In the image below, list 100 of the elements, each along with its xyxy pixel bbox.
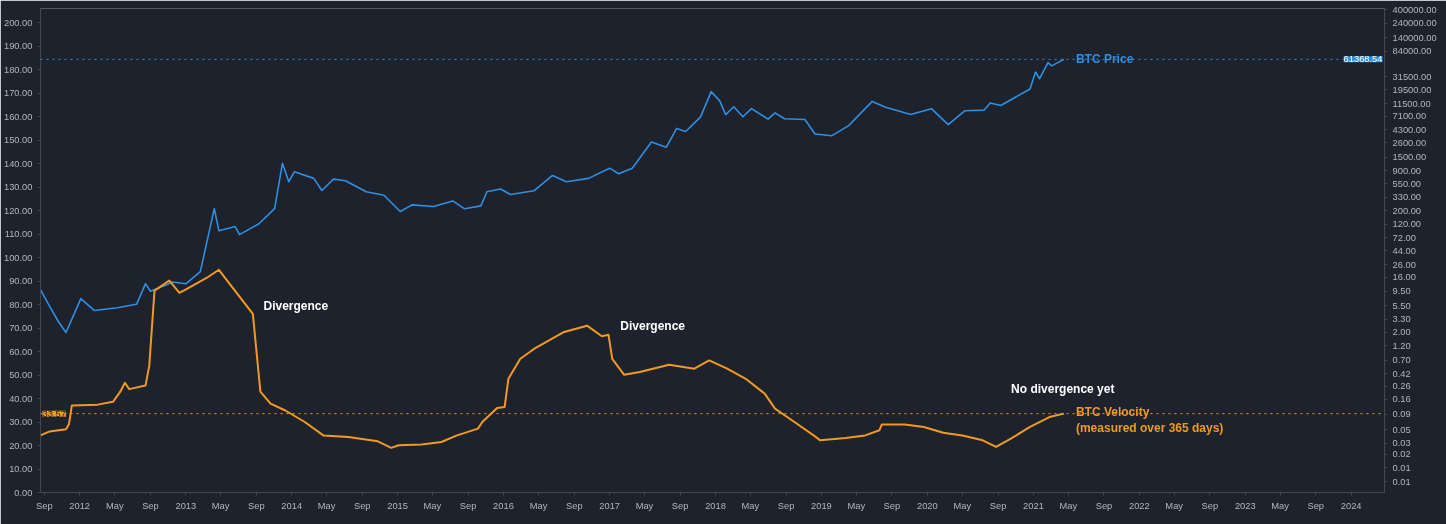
y2-tick-label: 400000.00 (1392, 4, 1437, 15)
y-tick-label: 90.00 (9, 276, 33, 287)
y-tick-label: 30.00 (9, 417, 33, 428)
x-tick-label: May (1271, 500, 1290, 511)
y-tick-label: 120.00 (3, 205, 33, 216)
y-tick-label: 70.00 (9, 323, 33, 334)
y2-tick-label: 200.00 (1392, 205, 1422, 216)
y2-tick-label: 0.02 (1392, 449, 1411, 460)
x-tick-label: Sep (142, 500, 159, 511)
y2-tick-label: 7100.00 (1392, 111, 1427, 122)
x-tick-label: 2022 (1129, 500, 1150, 511)
x-tick-label: 2014 (281, 500, 303, 511)
y-tick-label: 130.00 (3, 182, 33, 193)
x-tick-label: May (105, 500, 124, 511)
x-tick-label: May (741, 500, 760, 511)
y-tick-label: 190.00 (3, 41, 33, 52)
y2-tick-label: 0.26 (1392, 381, 1411, 392)
annotation: Divergence (263, 299, 329, 314)
x-tick-label: Sep (565, 500, 583, 511)
series-label: BTC Price (1075, 52, 1134, 67)
y2-tick-label: 11500.00 (1392, 98, 1431, 109)
y-tick-label: 140.00 (3, 158, 33, 169)
x-tick-label: May (1165, 500, 1184, 511)
y2-tick-label: 330.00 (1392, 192, 1422, 203)
x-tick-label: Sep (1095, 500, 1113, 511)
y-tick-label: 100.00 (3, 252, 33, 263)
x-tick-label: 2012 (69, 500, 91, 511)
y2-tick-label: 5.50 (1392, 300, 1411, 311)
x-tick-label: Sep (777, 500, 795, 511)
y-tick-label: 160.00 (3, 111, 33, 122)
x-tick-label: May (953, 500, 972, 511)
y2-tick-label: 140000.00 (1392, 32, 1437, 43)
series-label: BTC Velocity (measured over 365 days) (1075, 404, 1224, 436)
y-tick-label: 150.00 (3, 135, 33, 146)
y2-tick-label: 72.00 (1392, 232, 1416, 243)
x-tick-label: May (317, 500, 336, 511)
x-tick-label: Sep (248, 500, 265, 511)
y-tick-label: 0.00 (14, 487, 33, 498)
x-tick-label: 2016 (493, 500, 514, 511)
y2-tick-label: 1.20 (1392, 340, 1411, 351)
x-tick-label: 2017 (599, 500, 621, 511)
y2-tick-label: 0.03 (1392, 438, 1411, 449)
x-tick-label: Sep (353, 500, 371, 511)
x-tick-label: Sep (989, 500, 1007, 511)
x-tick-label: Sep (671, 500, 689, 511)
x-tick-label: May (423, 500, 442, 511)
y2-tick-label: 19500.00 (1392, 84, 1432, 95)
y2-tick-label: 240000.00 (1392, 18, 1437, 29)
y2-tick-label: 1500.00 (1392, 152, 1427, 163)
annotation: Divergence (620, 319, 686, 333)
x-tick-label: 2023 (1234, 500, 1256, 511)
x-tick-label: May (1059, 500, 1078, 511)
y-tick-label: 60.00 (9, 346, 33, 357)
y-tick-label: 80.00 (9, 299, 33, 310)
y2-tick-label: 550.00 (1392, 178, 1422, 189)
y2-tick-label: 84000.00 (1392, 46, 1432, 57)
x-tick-label: Sep (35, 500, 53, 511)
y-tick-label: 20.00 (9, 440, 33, 451)
y-tick-label: 40.00 (9, 393, 33, 404)
x-tick-label: Sep (459, 500, 477, 511)
x-tick-label: May (635, 500, 654, 511)
y2-tick-label: 0.70 (1392, 355, 1411, 366)
x-tick-label: Sep (1307, 500, 1325, 511)
y2-tick-label: 4300.00 (1392, 124, 1427, 135)
y2-tick-label: 44.00 (1392, 245, 1416, 256)
y2-tick-label: 2600.00 (1392, 137, 1427, 148)
y-tick-label: 170.00 (3, 88, 33, 99)
x-tick-label: 2021 (1023, 500, 1044, 511)
x-tick-label: 2020 (916, 500, 938, 511)
x-tick-label: May (847, 500, 866, 511)
y2-tick-label: 0.09 (1392, 409, 1411, 420)
x-tick-label: Sep (883, 500, 901, 511)
y2-tick-label: 3.30 (1392, 314, 1411, 325)
y2-tick-label: 26.00 (1392, 259, 1416, 270)
ref-line-label: 61368.54 (1343, 54, 1383, 65)
x-tick-label: 2015 (387, 500, 408, 511)
y-tick-label: 200.00 (3, 17, 33, 28)
y2-tick-label: 16.00 (1392, 272, 1416, 283)
x-tick-label: 2013 (175, 500, 197, 511)
y-tick-label: 50.00 (9, 370, 33, 381)
x-tick-label: Sep (1201, 500, 1219, 511)
y2-tick-label: 900.00 (1392, 165, 1422, 176)
y2-tick-label: 0.01 (1392, 476, 1411, 487)
x-tick-label: 2018 (705, 500, 726, 511)
x-tick-label: 2024 (1340, 500, 1362, 511)
y2-tick-label: 0.42 (1392, 368, 1411, 379)
y2-tick-label: 2.00 (1392, 327, 1411, 338)
y-tick-label: 180.00 (3, 64, 33, 75)
y2-tick-label: 31500.00 (1392, 71, 1432, 82)
ref-line-label: 33.57 (42, 408, 66, 419)
y2-tick-label: 0.01 (1392, 462, 1411, 473)
y-tick-label: 10.00 (9, 464, 33, 474)
annotation: No divergence yet (1011, 381, 1115, 396)
y2-tick-label: 0.16 (1392, 394, 1411, 405)
y-tick-label: 110.00 (4, 229, 33, 240)
y2-tick-label: 9.50 (1392, 286, 1411, 297)
y2-tick-label: 0.05 (1392, 424, 1411, 435)
y2-tick-label: 120.00 (1392, 219, 1422, 230)
x-tick-label: May (529, 500, 548, 511)
x-tick-label: 2019 (811, 500, 832, 511)
